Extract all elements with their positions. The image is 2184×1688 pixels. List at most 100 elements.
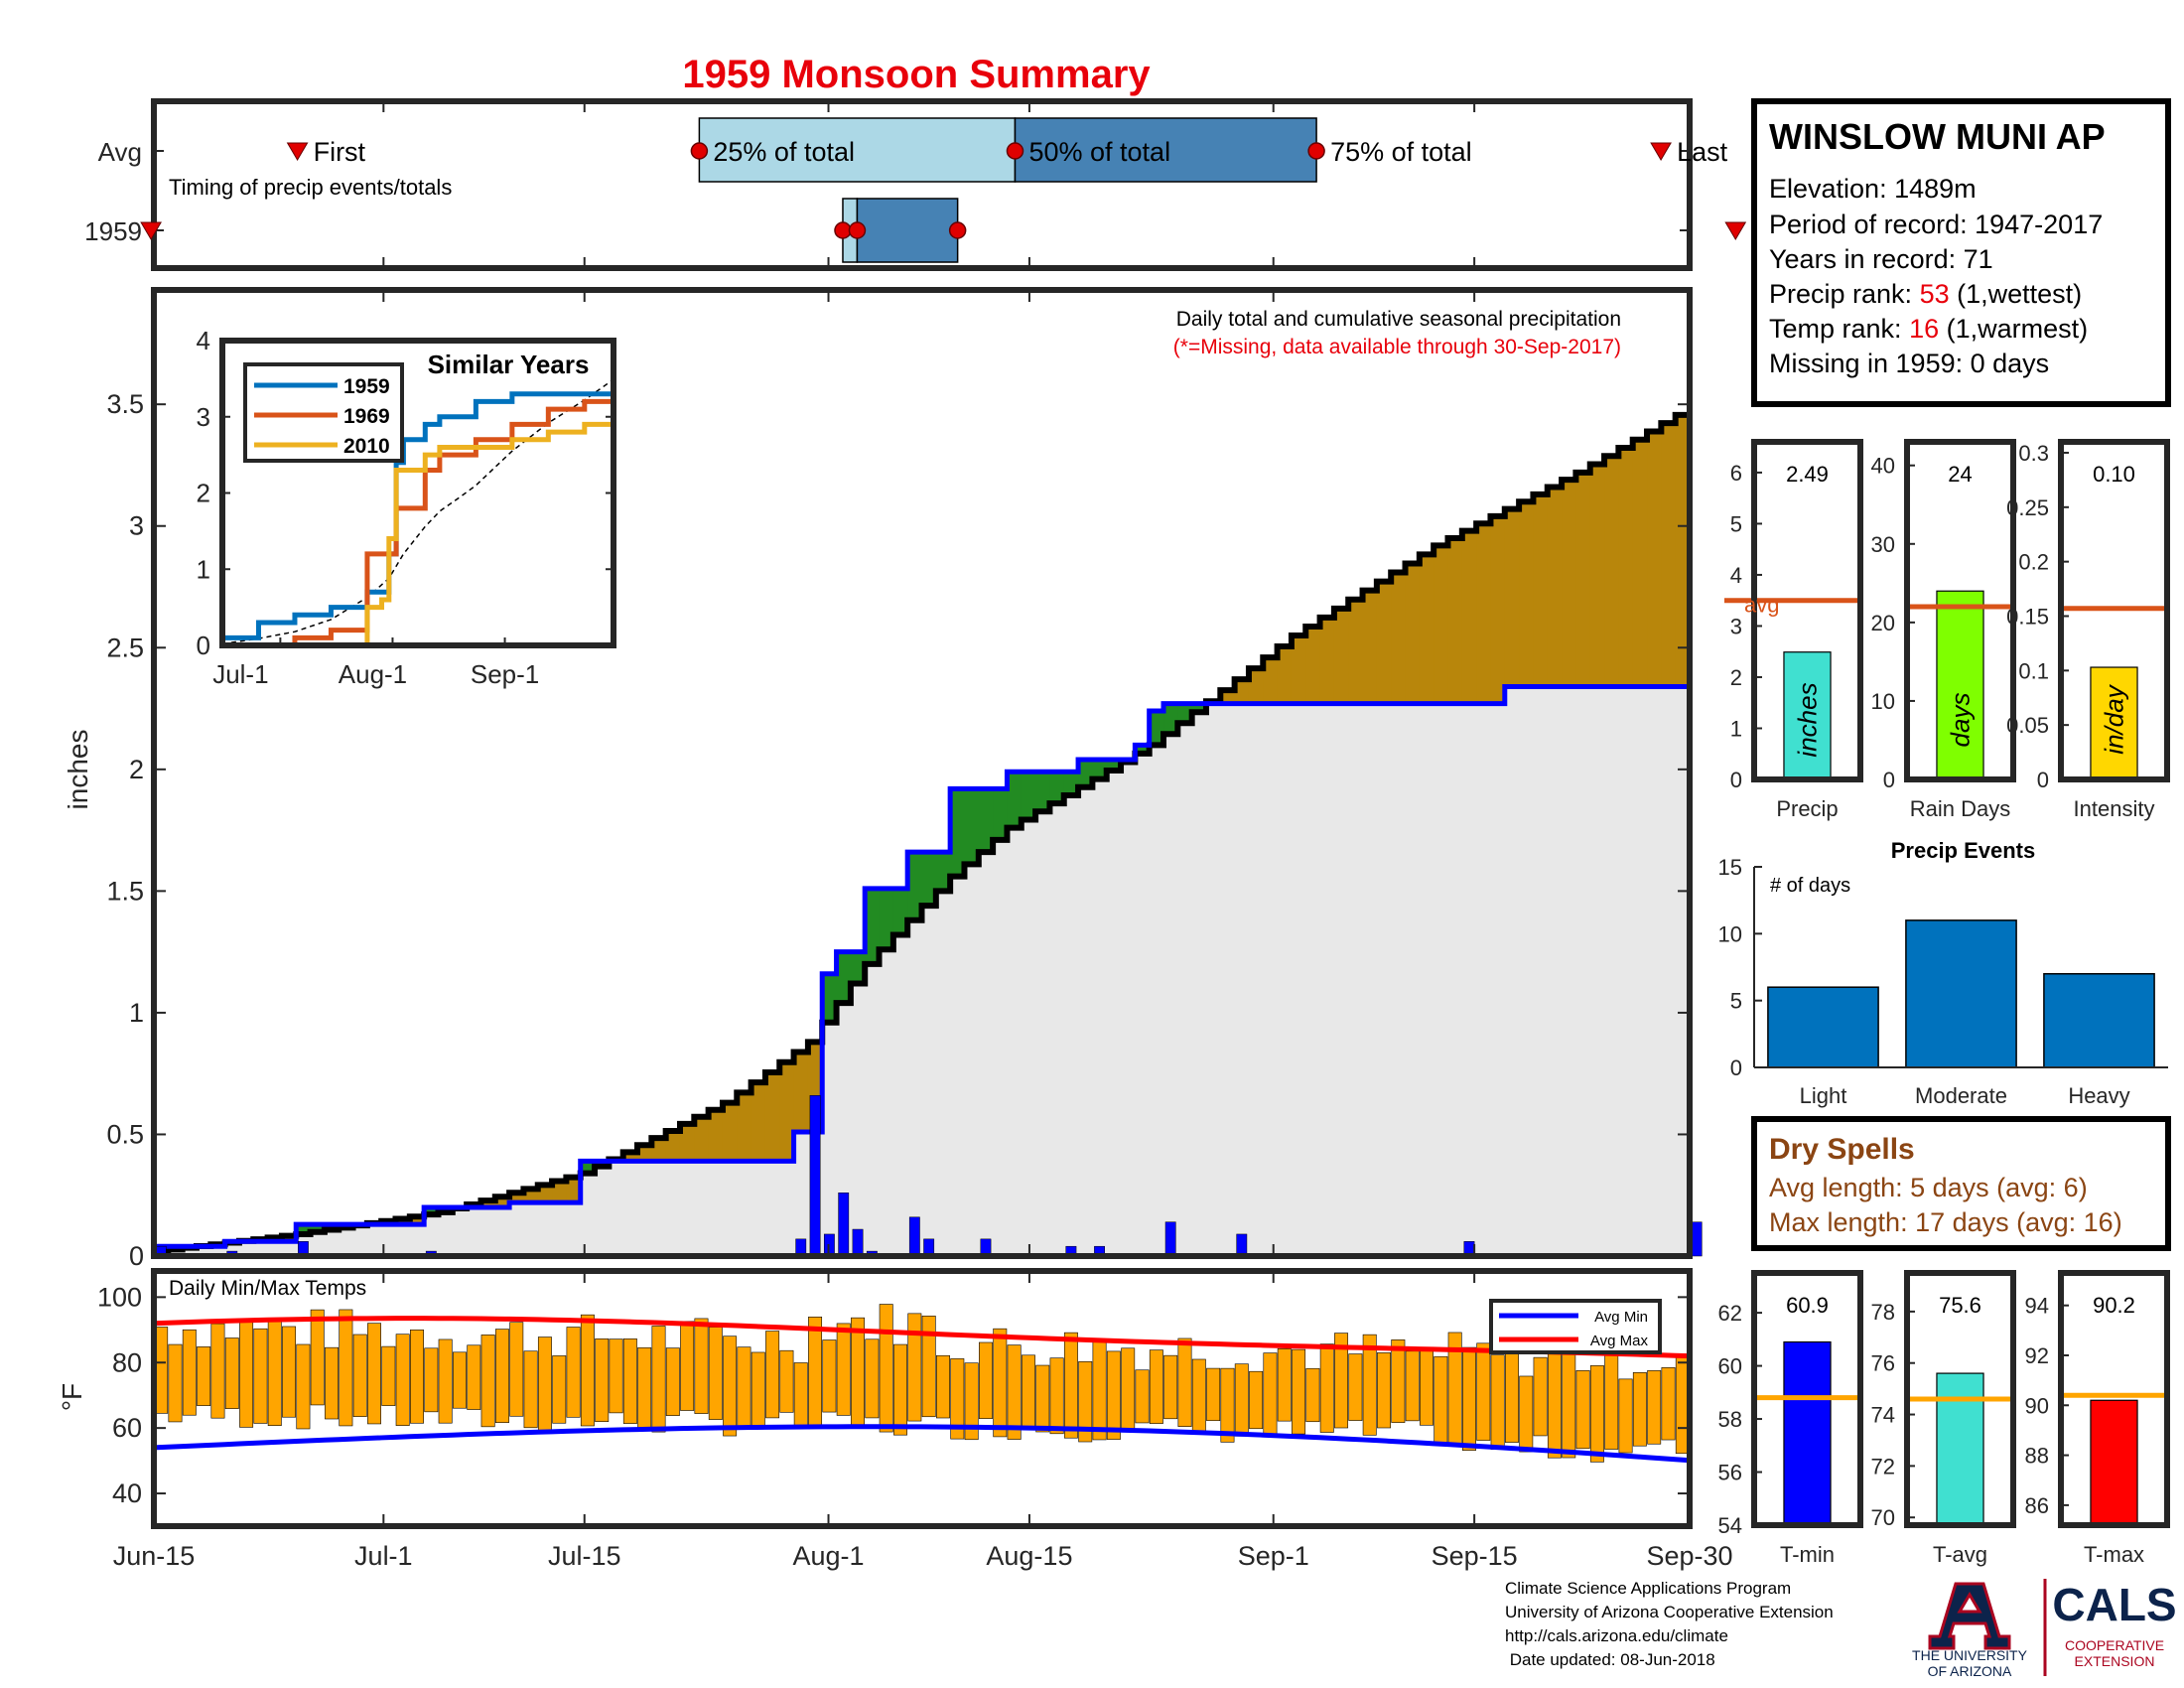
y1959-last-marker xyxy=(1724,221,1747,240)
daily-temp-bar xyxy=(1490,1354,1505,1451)
cals-logo-text: CALS xyxy=(2052,1579,2176,1630)
precip-frame-0 xyxy=(1751,439,1863,782)
deficit-area xyxy=(737,1092,752,1162)
y1959-p25-marker xyxy=(834,221,852,239)
precip-ytick-label: 0.2 xyxy=(2018,550,2049,575)
daily-temp-bar xyxy=(1049,1357,1064,1435)
daily-temp-bar xyxy=(950,1358,965,1440)
events-xtick-label: Moderate xyxy=(1915,1083,2007,1108)
avg-first-marker xyxy=(286,142,309,161)
deficit-area xyxy=(523,1189,539,1203)
daily-temp-bar xyxy=(1647,1370,1662,1445)
deficit-area xyxy=(1604,456,1619,687)
inset-title: Similar Years xyxy=(428,350,590,379)
deficit-area xyxy=(1519,501,1535,687)
daily-temps-chart: 40 60 80 100 Jun-15 Jul-1 Jul-15 Aug-1 Aug-15 Sep… xyxy=(97,1268,1733,1571)
deficit-area xyxy=(708,1109,724,1162)
avg-p75-label: 75% of total xyxy=(1330,137,1472,167)
deficit-area xyxy=(1263,657,1279,704)
events-ytick-label: 5 xyxy=(1730,989,1742,1014)
deficit-area xyxy=(1675,414,1691,687)
avg-box-50-75 xyxy=(1014,117,1317,183)
daily-temp-bar xyxy=(1618,1378,1633,1454)
daily-temp-bar xyxy=(410,1330,424,1424)
daily-temp-bar xyxy=(765,1331,780,1419)
precip-ytick-label: 4 xyxy=(1730,563,1742,588)
temp-ytick-label: 88 xyxy=(2025,1444,2049,1469)
daily-temp-bar xyxy=(523,1350,538,1429)
cals-logo-line1: COOPERATIVE xyxy=(2065,1637,2164,1653)
events-ylabel: # of days xyxy=(1770,875,1850,897)
events-xtick-label: Light xyxy=(1800,1083,1847,1108)
main-ytick-label: 1.5 xyxy=(106,876,144,906)
deficit-area xyxy=(1433,545,1449,704)
station-years: Years in record: 71 xyxy=(1769,244,1993,274)
avg-first-label: First xyxy=(314,137,366,167)
temp-ytick-label: 76 xyxy=(1871,1351,1895,1376)
temp-ytick-label: 60 xyxy=(1718,1354,1742,1379)
precip-summary-bars: 0 1 2 3 4 5 6 2.49 Precip inches avg 0 10 20 30 40 24 Rai… xyxy=(1724,439,2170,821)
daily-temp-bar xyxy=(1476,1342,1491,1441)
surplus-area xyxy=(865,888,881,964)
daily-temp-bar xyxy=(723,1336,738,1437)
station-missing: Missing in 1959: 0 days xyxy=(1769,349,2049,378)
y1959-p50-marker xyxy=(848,221,867,239)
surplus-area xyxy=(964,788,980,865)
temp-legend-max: Avg Max xyxy=(1590,1333,1649,1349)
temp-ytick-label: 56 xyxy=(1718,1461,1742,1485)
avg-min-line xyxy=(153,1424,1691,1464)
daily-temp-bar xyxy=(1149,1349,1163,1424)
deficit-area xyxy=(552,1181,567,1203)
avg-last-label: Last xyxy=(1677,137,1728,167)
daily-temp-bar xyxy=(282,1326,297,1418)
events-ytick-label: 10 xyxy=(1718,921,1742,946)
main-ytick-label: 1 xyxy=(129,998,144,1028)
events-ytick-label: 15 xyxy=(1718,855,1742,880)
daily-temp-bar xyxy=(424,1347,439,1413)
daily-temp-bar xyxy=(1021,1354,1035,1429)
daily-temp-bar xyxy=(879,1304,893,1433)
daily-temp-bar xyxy=(609,1338,623,1414)
daily-temp-bar xyxy=(595,1338,610,1423)
temp-label-0: T-min xyxy=(1780,1542,1835,1567)
temp-label-2: T-max xyxy=(2084,1542,2144,1567)
deficit-area xyxy=(409,1216,425,1225)
temp-ytick-label: 62 xyxy=(1718,1301,1742,1326)
daily-temp-bar xyxy=(1334,1333,1349,1429)
surplus-area xyxy=(836,951,852,1004)
deficit-area xyxy=(1234,679,1250,704)
precip-ytick-label: 30 xyxy=(1871,532,1895,557)
surplus-area xyxy=(935,852,951,892)
y1959-p75-marker xyxy=(948,221,967,239)
daily-temp-bar xyxy=(737,1346,751,1428)
deficit-area xyxy=(1333,608,1349,704)
precip-inner-1: days xyxy=(1946,693,1976,748)
precip-ytick-label: 1 xyxy=(1730,716,1742,741)
deficit-area xyxy=(1277,646,1293,704)
daily-temp-bar xyxy=(352,1334,367,1417)
daily-temp-bar xyxy=(438,1338,453,1424)
deficit-area xyxy=(1447,537,1463,704)
deficit-area xyxy=(1305,626,1321,704)
events-title: Precip Events xyxy=(1891,838,2036,863)
inset-xtick-label: Sep-1 xyxy=(471,659,539,689)
temp-label-1: T-avg xyxy=(1933,1542,1987,1567)
daily-temp-bar xyxy=(467,1344,481,1410)
daily-temp-bar xyxy=(453,1351,467,1409)
inset-ytick-label: 2 xyxy=(197,479,210,508)
inset-xtick-label: Aug-1 xyxy=(339,659,407,689)
cumulative-gray-area xyxy=(154,686,1690,1256)
deficit-area xyxy=(1575,472,1591,687)
deficit-area xyxy=(1618,448,1634,687)
deficit-area xyxy=(1533,493,1549,687)
precip-ytick-label: 0.3 xyxy=(2018,441,2049,466)
precip-ytick-label: 40 xyxy=(1871,454,1895,479)
daily-temp-bar xyxy=(893,1343,907,1436)
daily-temp-bar xyxy=(1519,1375,1534,1453)
precip-ytick-label: 2 xyxy=(1730,665,1742,690)
xtick-label: Aug-1 xyxy=(792,1541,864,1571)
daily-temp-bar xyxy=(1220,1367,1235,1443)
temp-ytick-label: 40 xyxy=(112,1478,142,1508)
footer-line-3[interactable]: http://cals.arizona.edu/climate xyxy=(1505,1626,1728,1645)
